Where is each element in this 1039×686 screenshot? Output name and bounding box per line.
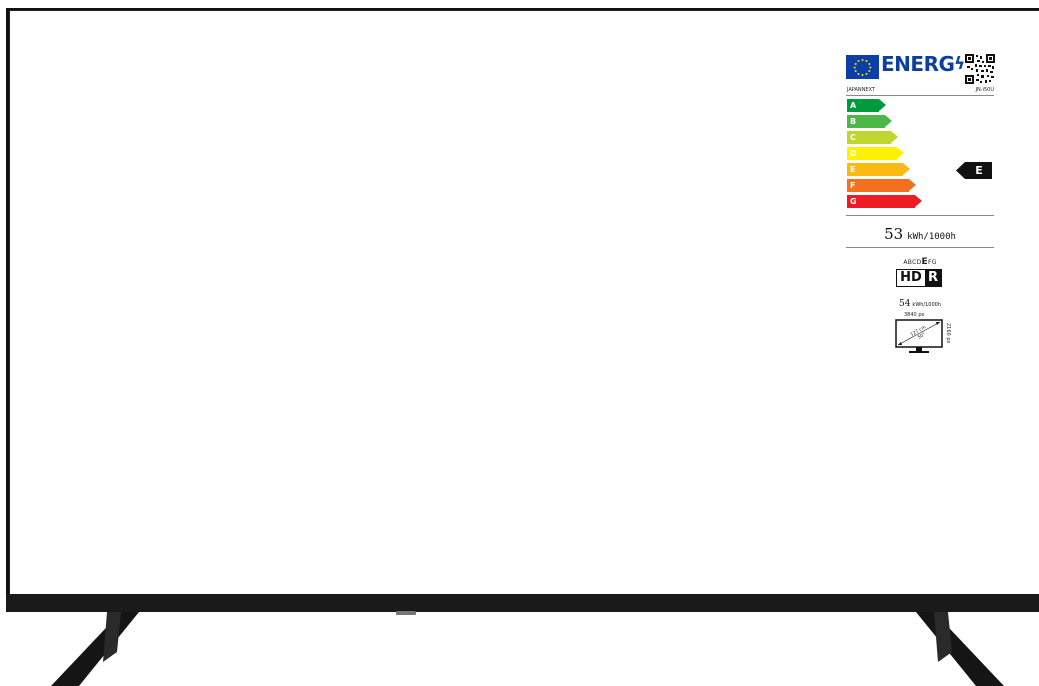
tv-stand-left <box>51 612 139 686</box>
screen-size-icon <box>895 319 943 353</box>
rating-arrow-icon <box>956 162 992 179</box>
horizontal-resolution: 3840 px <box>904 312 925 318</box>
divider <box>846 95 994 96</box>
energy-class-bar-e: E <box>847 163 910 176</box>
qr-code-icon[interactable] <box>965 54 995 84</box>
energy-class-bar-g: G <box>847 195 922 208</box>
hdr-consumption-value: 54 <box>898 299 911 309</box>
energy-label-title: ENERG <box>881 52 955 76</box>
divider <box>846 215 994 216</box>
vertical-resolution: 2160 px <box>945 323 951 344</box>
hdr-scale-highlight: E <box>921 257 928 267</box>
tv-bottom-bar <box>6 594 1039 612</box>
hdr-icon: HD R <box>896 269 942 287</box>
energy-label-header: ENERG ϟ <box>844 51 996 85</box>
energy-rating: E <box>975 164 983 177</box>
energy-class-bar-f: F <box>847 179 916 192</box>
tv-logo-tab <box>396 611 416 615</box>
hdr-class-scale: ABCDEFG <box>844 257 996 267</box>
sdr-consumption-unit: kWh/1000h <box>907 232 956 242</box>
hdr-consumption-unit: kWh/1000h <box>912 302 942 308</box>
hdr-badge-r: R <box>925 270 941 286</box>
tv-screen: ENERG ϟ <box>9 10 1039 595</box>
eu-flag-icon <box>846 55 879 79</box>
energy-class-bar-b: B <box>847 115 892 128</box>
tv-stand-right <box>916 612 1004 686</box>
energy-class-bar-d: D <box>847 147 904 160</box>
lightning-icon: ϟ <box>954 54 966 74</box>
energy-class-bar-c: C <box>847 131 898 144</box>
hdr-consumption: 54 kWh/1000h <box>844 291 996 310</box>
hdr-scale-prefix: ABCD <box>903 259 922 266</box>
divider <box>846 247 994 248</box>
supplier-name: JAPANNEXT <box>847 87 875 93</box>
sdr-consumption-value: 53 <box>884 225 904 243</box>
hdr-scale-suffix: FG <box>927 259 937 266</box>
energy-class-bar-a: A <box>847 99 886 112</box>
hdr-badge-hd: HD <box>897 270 925 286</box>
sdr-consumption: 53 kWh/1000h <box>844 224 996 243</box>
energy-label: ENERG ϟ <box>844 51 996 356</box>
model-identifier: JN-i50U <box>975 87 994 93</box>
